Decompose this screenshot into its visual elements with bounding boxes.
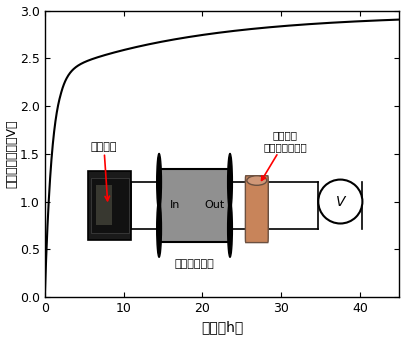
Text: V: V [336, 194, 345, 208]
Text: Out: Out [204, 200, 224, 210]
Circle shape [228, 153, 232, 211]
FancyBboxPatch shape [245, 176, 268, 243]
Text: リチウム
イオン二次電池: リチウム イオン二次電池 [262, 130, 307, 181]
Circle shape [157, 153, 162, 211]
X-axis label: 時間（h）: 時間（h） [201, 320, 243, 335]
Bar [96, 185, 112, 225]
Text: 開発素子: 開発素子 [91, 142, 117, 201]
Text: In: In [170, 200, 180, 210]
Y-axis label: 電池出力電圧（V）: 電池出力電圧（V） [6, 120, 19, 188]
Circle shape [228, 200, 232, 257]
Bar [159, 169, 230, 242]
Ellipse shape [318, 180, 362, 223]
Bar [88, 171, 132, 240]
Text: 電圧昇圧回路: 電圧昇圧回路 [175, 259, 214, 269]
Bar [90, 178, 129, 233]
Ellipse shape [247, 176, 267, 185]
Circle shape [157, 200, 162, 257]
